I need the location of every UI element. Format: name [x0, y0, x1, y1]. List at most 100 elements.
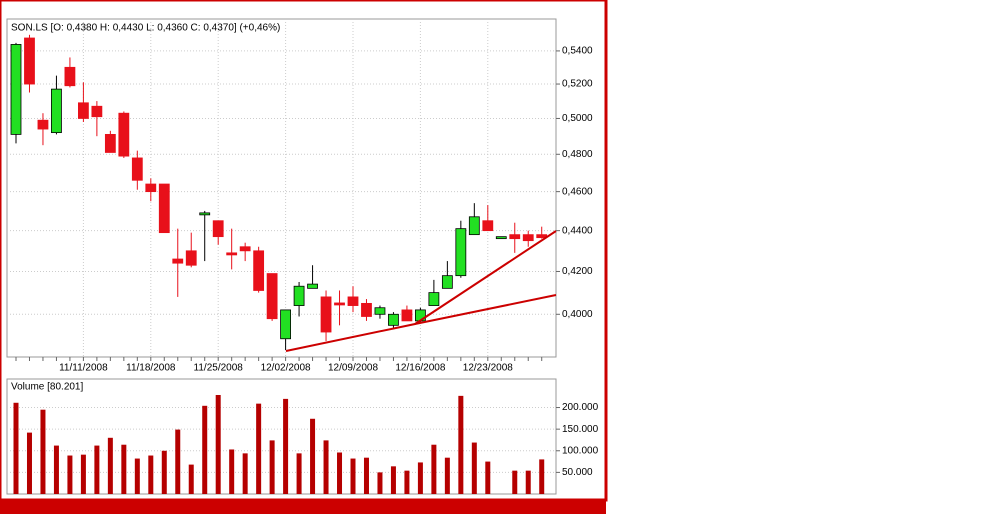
candle-body [495, 236, 507, 240]
volume-bar [444, 457, 450, 494]
x-tick-label: 11/25/2008 [194, 363, 244, 374]
candle-body [388, 313, 399, 326]
volume-bar [458, 395, 464, 494]
candle-body [212, 220, 224, 238]
volume-bar [485, 461, 491, 494]
volume-bar [107, 437, 113, 494]
x-tick-label: 12/02/2008 [261, 363, 311, 374]
volume-bar [350, 458, 356, 494]
candle-body [280, 309, 292, 340]
volume-bar [337, 452, 343, 494]
candle-body [226, 252, 238, 256]
candle-body [266, 273, 278, 320]
candle-body [118, 112, 130, 157]
candle-body [158, 183, 170, 234]
volume-bar [363, 457, 369, 494]
candle-body [293, 285, 305, 306]
candle-body [104, 133, 116, 153]
volume-bar [283, 398, 289, 494]
x-tick-label: 12/16/2008 [395, 363, 445, 374]
volume-bar [94, 445, 100, 494]
y-tick-label: 50.000 [562, 467, 593, 478]
volume-bar [80, 454, 86, 494]
volume-bar [26, 432, 32, 494]
volume-title: Volume [80.201] [11, 382, 83, 393]
y-tick-label: 0,4400 [562, 225, 593, 236]
volume-bar [40, 409, 46, 494]
y-tick-label: 0,4800 [562, 149, 593, 160]
volume-bar [188, 464, 194, 494]
volume-bar [256, 403, 262, 494]
volume-bar [404, 470, 410, 494]
candle-body [78, 102, 89, 119]
volume-bar [512, 470, 518, 494]
candle-body [522, 234, 534, 242]
y-tick-label: 200.000 [562, 402, 599, 413]
candle-body [172, 258, 184, 264]
volume-bar [296, 453, 302, 494]
candle-body [199, 212, 211, 216]
candle-body [91, 105, 103, 118]
volume-bar [323, 440, 329, 494]
x-tick-label: 11/11/2008 [59, 363, 108, 374]
y-tick-label: 0,5400 [562, 46, 593, 57]
candle-body [185, 250, 197, 266]
candle-body [374, 307, 386, 315]
volume-bar [175, 429, 181, 494]
candle-body [131, 157, 143, 181]
volume-bar [53, 445, 59, 494]
volume-bar [202, 405, 208, 494]
candle-body [455, 228, 467, 277]
candle-body [347, 296, 359, 306]
marks [10, 34, 548, 494]
chart-title: SON.LS [O: 0,4380 H: 0,4430 L: 0,4360 C:… [11, 23, 280, 34]
y-tick-label: 0,5200 [562, 79, 593, 90]
volume-bar [417, 462, 423, 494]
candle-body [24, 37, 35, 85]
candle-body [509, 234, 521, 240]
y-tick-label: 100.000 [562, 445, 599, 456]
candle-body [239, 246, 251, 252]
y-tick-label: 0,4600 [562, 186, 593, 197]
volume-bar [390, 466, 396, 494]
candle-body [10, 44, 22, 135]
volume-bar [377, 472, 383, 494]
volume-bar [229, 449, 235, 494]
candle-body [64, 66, 76, 87]
candle-body [145, 183, 157, 193]
volume-bar [161, 450, 167, 494]
volume-bar [215, 394, 221, 494]
candle-body [51, 88, 62, 134]
volume-bar [471, 442, 477, 494]
candle-body [428, 292, 440, 306]
candle-body [37, 119, 49, 130]
volume-bar [525, 470, 531, 494]
candle-body [253, 250, 265, 291]
volume-bar [67, 455, 73, 494]
trend-line [414, 294, 557, 325]
y-tick-label: 150.000 [562, 424, 599, 435]
volume-bar [134, 458, 140, 494]
price-panel [6, 18, 557, 358]
candle-body [361, 302, 372, 317]
volume-bar [269, 440, 275, 494]
bottom-bar [0, 500, 606, 514]
x-tick-label: 11/18/2008 [126, 363, 176, 374]
candle-body [320, 296, 332, 333]
volume-bar [148, 455, 154, 494]
candle-body [334, 302, 345, 306]
volume-bar [431, 444, 437, 494]
y-tick-label: 0,4000 [562, 309, 593, 320]
x-tick-label: 12/09/2008 [328, 363, 378, 374]
volume-bar [13, 402, 19, 494]
candle-body [468, 216, 480, 236]
candle-body [401, 309, 413, 322]
y-tick-label: 0,5000 [562, 113, 593, 124]
volume-bar [121, 444, 127, 494]
candle-body [482, 220, 494, 232]
x-tick-label: 12/23/2008 [463, 363, 513, 374]
y-tick-label: 0,4200 [562, 266, 593, 277]
candle-body [307, 283, 318, 289]
